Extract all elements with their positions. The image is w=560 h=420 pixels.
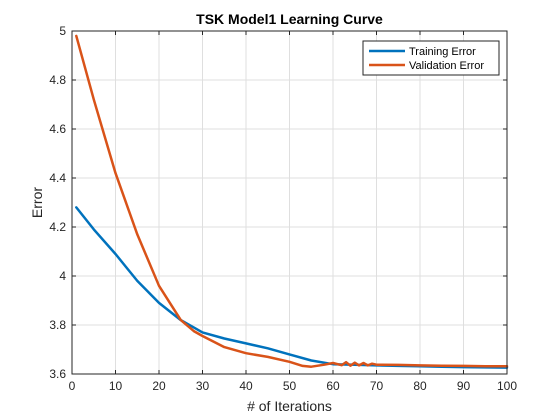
legend: Training Error Validation Error [362,40,500,76]
x-tick-label: 80 [413,379,427,393]
x-tick-label: 0 [69,379,76,393]
data-series [75,34,509,369]
y-tick-label: 3.8 [49,318,66,332]
x-tick-label: 40 [239,379,253,393]
x-tick-label: 30 [196,379,210,393]
x-tick-label: 90 [457,379,471,393]
x-tick-label: 10 [109,379,123,393]
y-tick-label: 4.6 [49,122,66,136]
y-tick-label: 4.2 [49,220,66,234]
x-tick-label: 50 [283,379,297,393]
legend-box [362,40,500,76]
x-tick-label: 70 [370,379,384,393]
axis-ticks: 0 10 20 30 40 50 60 70 80 90 100 3.6 3.8 4 4.2 4.4 4.6 4.… [49,24,517,393]
y-axis-label: Error [29,187,45,218]
x-axis-label: # of Iterations [247,398,332,414]
chart-title: TSK Model1 Learning Curve [196,11,383,27]
legend-label-validation: Validation Error [409,60,484,72]
y-tick-label: 4.8 [49,73,66,87]
y-tick-label: 3.6 [49,367,66,381]
validation-error-line [75,34,509,368]
y-tick-label: 4.4 [49,171,66,185]
x-tick-label: 20 [152,379,166,393]
x-tick-label: 60 [326,379,340,393]
y-tick-label: 5 [59,24,66,38]
x-tick-label: 100 [497,379,517,393]
legend-label-training: Training Error [409,46,476,58]
y-tick-label: 4 [59,269,66,283]
